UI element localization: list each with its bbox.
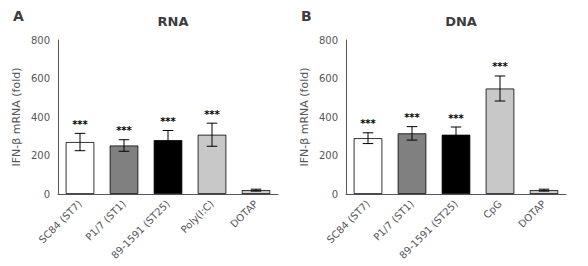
svg-text:IFN-β mRNA (fold): IFN-β mRNA (fold): [298, 67, 311, 166]
svg-text:B: B: [301, 8, 312, 24]
svg-text:DOTAP: DOTAP: [516, 198, 548, 230]
svg-text:DOTAP: DOTAP: [228, 198, 260, 230]
svg-text:P1/7 (ST1): P1/7 (ST1): [83, 198, 128, 243]
svg-text:89-1591 (ST25): 89-1591 (ST25): [109, 198, 172, 261]
svg-text:0: 0: [332, 189, 338, 200]
svg-text:***: ***: [360, 118, 376, 129]
svg-text:200: 200: [31, 150, 50, 161]
svg-text:89-1591 (ST25): 89-1591 (ST25): [397, 198, 460, 261]
svg-text:P1/7 (ST1): P1/7 (ST1): [371, 198, 416, 243]
svg-text:IFN-β mRNA (fold): IFN-β mRNA (fold): [10, 67, 23, 166]
svg-text:***: ***: [204, 109, 220, 120]
svg-text:800: 800: [319, 35, 338, 46]
svg-text:0: 0: [44, 189, 50, 200]
svg-text:400: 400: [319, 112, 338, 123]
svg-text:DNA: DNA: [445, 14, 477, 29]
svg-text:RNA: RNA: [158, 14, 189, 29]
svg-text:600: 600: [31, 73, 50, 84]
svg-text:CpG: CpG: [481, 198, 504, 221]
svg-text:A: A: [13, 8, 24, 24]
svg-text:***: ***: [404, 112, 420, 123]
svg-text:800: 800: [31, 35, 50, 46]
svg-text:SC84 (ST7): SC84 (ST7): [37, 198, 84, 245]
svg-text:***: ***: [72, 119, 88, 130]
svg-text:400: 400: [31, 112, 50, 123]
svg-text:200: 200: [319, 150, 338, 161]
svg-text:Poly(I:C): Poly(I:C): [179, 198, 216, 235]
svg-text:***: ***: [492, 61, 508, 72]
svg-text:SC84 (ST7): SC84 (ST7): [325, 198, 372, 245]
svg-text:600: 600: [319, 73, 338, 84]
svg-text:***: ***: [448, 113, 464, 124]
svg-text:***: ***: [160, 116, 176, 127]
svg-text:***: ***: [116, 125, 132, 136]
